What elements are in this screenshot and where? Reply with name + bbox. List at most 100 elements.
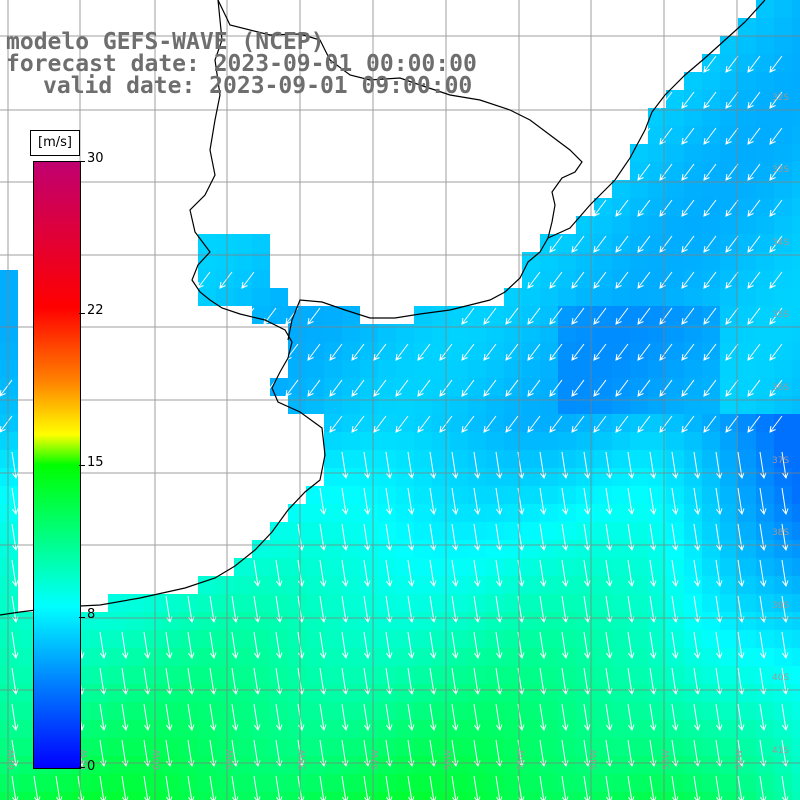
wind-speed-cell xyxy=(360,720,378,738)
wind-speed-cell xyxy=(594,432,612,450)
wind-speed-cell xyxy=(324,630,342,648)
wind-speed-cell xyxy=(720,558,738,576)
wind-speed-cell xyxy=(0,684,18,702)
wind-speed-cell xyxy=(198,738,216,756)
wind-speed-cell xyxy=(234,270,252,288)
wind-speed-cell xyxy=(720,648,738,666)
wind-arrow xyxy=(571,379,585,397)
wind-speed-cell xyxy=(486,432,504,450)
wind-speed-cell xyxy=(576,378,594,396)
wind-speed-cell xyxy=(666,432,684,450)
wind-speed-cell xyxy=(126,684,144,702)
wind-arrow xyxy=(759,703,767,732)
wind-speed-cell xyxy=(648,612,666,630)
wind-speed-cell xyxy=(792,396,800,414)
wind-speed-cell xyxy=(720,666,738,684)
wind-speed-cell xyxy=(234,684,252,702)
wind-speed-cell xyxy=(594,576,612,594)
wind-arrow xyxy=(407,487,415,516)
wind-arrow xyxy=(605,631,613,660)
wind-speed-cell xyxy=(720,486,738,504)
wind-speed-cell xyxy=(378,468,396,486)
wind-arrow xyxy=(187,703,195,732)
wind-speed-cell xyxy=(108,738,126,756)
wind-speed-cell xyxy=(684,234,702,252)
wind-speed-cell xyxy=(630,288,648,306)
wind-speed-cell xyxy=(324,666,342,684)
wind-speed-cell xyxy=(414,324,432,342)
wind-arrow xyxy=(165,631,173,660)
wind-speed-cell xyxy=(324,540,342,558)
wind-arrow xyxy=(473,487,481,516)
wind-speed-cell xyxy=(738,450,756,468)
wind-speed-cell xyxy=(756,216,774,234)
wind-arrow xyxy=(99,703,107,732)
wind-speed-cell xyxy=(486,684,504,702)
wind-arrow xyxy=(307,307,321,325)
wind-speed-cell xyxy=(234,666,252,684)
wind-speed-cell xyxy=(522,756,540,774)
wind-speed-cell xyxy=(396,558,414,576)
wind-speed-cell xyxy=(792,72,800,90)
wind-speed-cell xyxy=(432,792,450,800)
wind-speed-cell xyxy=(306,540,324,558)
wind-speed-cell xyxy=(594,558,612,576)
wind-arrow xyxy=(583,559,591,588)
wind-speed-cell xyxy=(684,270,702,288)
wind-speed-cell xyxy=(792,126,800,144)
wind-speed-cell xyxy=(432,486,450,504)
wind-arrow xyxy=(451,487,459,516)
wind-speed-cell xyxy=(720,162,738,180)
wind-speed-cell xyxy=(738,180,756,198)
wind-speed-cell xyxy=(234,774,252,792)
wind-speed-cell xyxy=(468,360,486,378)
wind-arrow xyxy=(373,415,387,433)
wind-arrow xyxy=(395,379,409,397)
wind-speed-cell xyxy=(234,648,252,666)
wind-speed-cell xyxy=(756,360,774,378)
wind-speed-cell xyxy=(702,108,720,126)
wind-speed-cell xyxy=(216,684,234,702)
wind-speed-cell xyxy=(540,576,558,594)
wind-arrow xyxy=(715,487,723,516)
wind-speed-cell xyxy=(90,612,108,630)
wind-speed-cell xyxy=(306,720,324,738)
wind-speed-cell xyxy=(630,414,648,432)
wind-speed-cell xyxy=(486,324,504,342)
wind-arrow xyxy=(209,703,217,732)
wind-arrow xyxy=(769,307,783,325)
lon-label: 56W xyxy=(444,750,454,770)
wind-speed-cell xyxy=(72,774,90,792)
wind-speed-cell xyxy=(414,792,432,800)
wind-speed-cell xyxy=(702,756,720,774)
wind-speed-cell xyxy=(756,684,774,702)
wind-arrow xyxy=(769,127,783,145)
wind-speed-cell xyxy=(0,360,18,378)
wind-speed-cell xyxy=(702,486,720,504)
wind-speed-cell xyxy=(702,720,720,738)
wind-speed-cell xyxy=(144,702,162,720)
wind-speed-cell xyxy=(702,684,720,702)
wind-speed-cell xyxy=(540,630,558,648)
wind-speed-cell xyxy=(630,594,648,612)
wind-speed-cell xyxy=(450,558,468,576)
wind-speed-cell xyxy=(270,558,288,576)
wind-speed-cell xyxy=(234,234,252,252)
wind-speed-cell xyxy=(756,378,774,396)
wind-speed-cell xyxy=(162,756,180,774)
wind-speed-cell xyxy=(558,360,576,378)
wind-speed-cell xyxy=(504,684,522,702)
wind-speed-cell xyxy=(504,792,522,800)
wind-speed-cell xyxy=(612,558,630,576)
wind-speed-cell xyxy=(144,792,162,800)
wind-speed-cell xyxy=(648,576,666,594)
wind-speed-cell xyxy=(630,360,648,378)
wind-speed-cell xyxy=(558,738,576,756)
wind-speed-cell xyxy=(54,792,72,800)
wind-speed-cell xyxy=(288,342,306,360)
wind-arrow xyxy=(505,307,519,325)
wind-arrow xyxy=(615,235,629,253)
wind-arrow xyxy=(715,559,723,588)
wind-arrow xyxy=(385,451,393,480)
wind-arrow xyxy=(759,523,767,552)
